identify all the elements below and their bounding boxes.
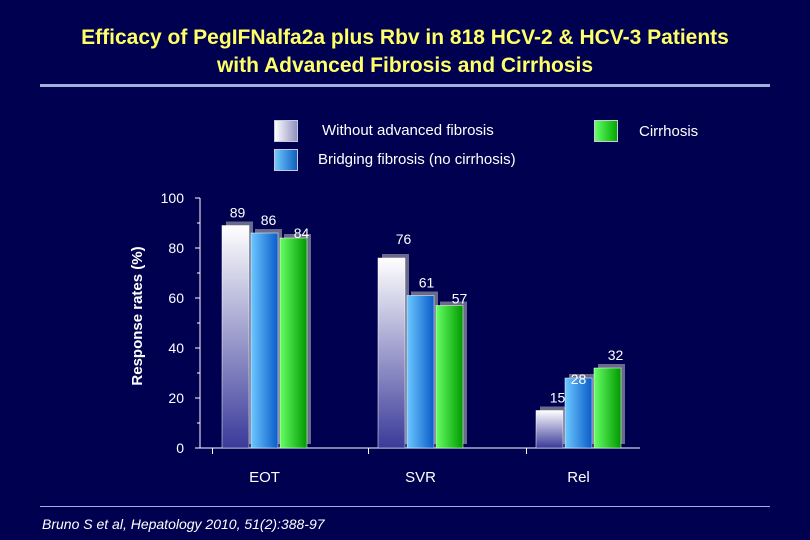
y-tick-label-0: 0 xyxy=(176,440,184,456)
y-tick-label-100: 100 xyxy=(161,190,185,206)
legend-label-cirrhosis: Cirrhosis xyxy=(639,123,699,140)
data-label-rel-series-1: 28 xyxy=(571,371,587,387)
legend-swatch-cirrhosis xyxy=(594,120,618,142)
bar-rel-series-1 xyxy=(564,377,593,449)
title-divider xyxy=(40,84,770,87)
data-label-eot-series-1: 86 xyxy=(261,212,277,228)
chart-title-line2: with Advanced Fibrosis and Cirrhosis xyxy=(216,54,594,77)
x-category-label-eot: EOT xyxy=(249,469,280,486)
y-tick-label-40: 40 xyxy=(168,340,184,356)
data-label-rel-series-0: 15 xyxy=(550,390,566,406)
footer-divider xyxy=(40,506,770,507)
bar-eot-series-2 xyxy=(279,237,308,449)
data-label-svr-series-1: 61 xyxy=(419,275,435,291)
x-category-label-rel: Rel xyxy=(567,469,590,486)
chart-title-line1: Efficacy of PegIFNalfa2a plus Rbv in 818… xyxy=(81,26,729,49)
bar-eot-series-0 xyxy=(221,225,250,449)
bar-rel-series-2 xyxy=(593,367,622,449)
legend-label-without-advanced-fibrosis: Without advanced fibrosis xyxy=(322,122,494,139)
bar-rel-series-0 xyxy=(535,410,564,449)
y-axis-label: Response rates (%) xyxy=(129,246,146,385)
legend-label-bridging-fibrosis: Bridging fibrosis (no cirrhosis) xyxy=(318,151,516,168)
x-category-label-svr: SVR xyxy=(405,469,436,486)
data-label-eot-series-2: 84 xyxy=(294,225,310,241)
data-label-rel-series-2: 32 xyxy=(608,347,624,363)
legend-swatch-without-advanced-fibrosis xyxy=(274,120,298,142)
y-tick-label-20: 20 xyxy=(168,390,184,406)
y-tick-label-80: 80 xyxy=(168,240,184,256)
data-label-eot-series-0: 89 xyxy=(230,205,246,221)
bar-svr-series-2 xyxy=(435,305,464,449)
y-tick-label-60: 60 xyxy=(168,290,184,306)
legend-swatch-bridging-fibrosis xyxy=(274,149,298,171)
bar-eot-series-1 xyxy=(250,232,279,449)
citation: Bruno S et al, Hepatology 2010, 51(2):38… xyxy=(42,516,325,532)
data-label-svr-series-0: 76 xyxy=(396,231,412,247)
chart-title: Efficacy of PegIFNalfa2a plus Rbv in 818… xyxy=(0,24,810,80)
bar-svr-series-0 xyxy=(377,257,406,449)
data-label-svr-series-2: 57 xyxy=(452,291,468,307)
bar-svr-series-1 xyxy=(406,295,435,449)
